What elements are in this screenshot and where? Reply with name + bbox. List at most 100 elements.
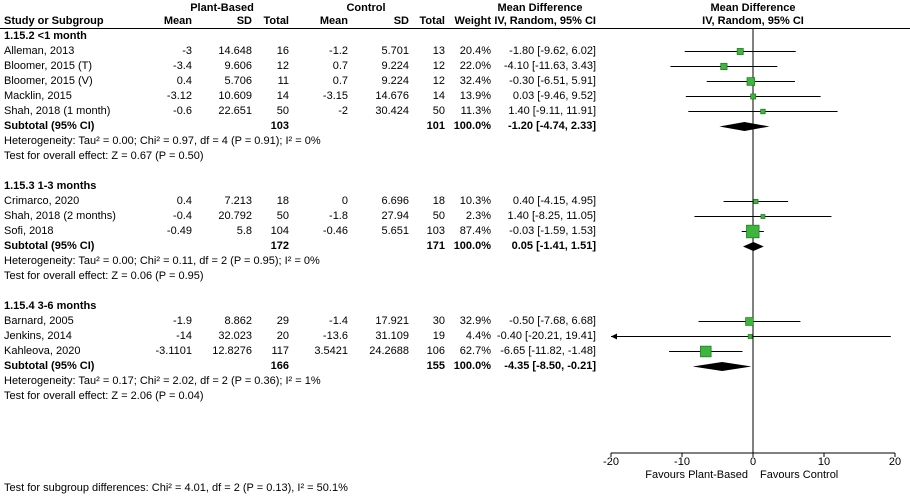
column-header-total-control: Total (419, 15, 445, 27)
study-ci-text: -6.65 [-11.82, -1.48] (500, 345, 596, 357)
subtotal-plantbased-total: 103 (270, 120, 289, 132)
heterogeneity-note: Heterogeneity: Tau² = 0.00; Chi² = 0.11,… (4, 255, 320, 267)
column-header-sd-plantbased: SD (236, 15, 252, 27)
subtotal-plantbased-total: 166 (270, 360, 289, 372)
study-ci-text: -0.30 [-6.51, 5.91] (509, 75, 596, 87)
table-row: Heterogeneity: Tau² = 0.17; Chi² = 2.02,… (0, 374, 910, 389)
subtotal-weight: 100.0% (453, 240, 491, 252)
study-weight: 22.0% (459, 60, 491, 72)
table-row: Bloomer, 2015 (T) -3.4 9.606 12 0.7 9.224 12 22… (0, 59, 910, 74)
overall-effect-note: Test for overall effect: Z = 0.06 (P = 0… (4, 270, 204, 282)
study-ci-text: -0.03 [-1.59, 1.53] (509, 225, 596, 237)
plantbased-mean: -0.4 (173, 210, 192, 222)
plantbased-sd: 12.8276 (212, 345, 252, 357)
axis-tick-label: -20 (603, 456, 619, 468)
study-weight: 32.9% (459, 315, 491, 327)
study-name: Shah, 2018 (2 months) (4, 210, 116, 222)
control-mean: -1.8 (329, 210, 348, 222)
table-row: Subtotal (95% CI) 103 101 100.0% -1.20 [-4.7… (0, 119, 910, 134)
study-weight: 62.7% (459, 345, 491, 357)
control-sd: 14.676 (375, 90, 409, 102)
axis-tick-label: 20 (888, 456, 902, 468)
plantbased-mean: 0.4 (176, 195, 192, 207)
study-weight: 13.9% (459, 90, 491, 102)
control-sd: 5.701 (381, 45, 409, 57)
control-sd: 9.224 (381, 75, 409, 87)
plantbased-total: 16 (276, 45, 289, 57)
table-row: Crimarco, 2020 0.4 7.213 18 0 6.696 18 10.3% 0.4… (0, 194, 910, 209)
heterogeneity-note: Heterogeneity: Tau² = 0.17; Chi² = 2.02,… (4, 375, 321, 387)
favours-right-label: Favours Control (760, 469, 839, 481)
control-total: 12 (432, 60, 445, 72)
table-row: Test for overall effect: Z = 0.06 (P = 0… (0, 269, 910, 284)
plantbased-total: 18 (276, 195, 289, 207)
table-row: Test for overall effect: Z = 2.06 (P = 0… (0, 389, 910, 404)
axis-tick-label: 0 (749, 456, 757, 468)
study-weight: 11.3% (460, 105, 491, 117)
column-header-weight: Weight (454, 15, 491, 27)
control-mean: -1.2 (329, 45, 348, 57)
study-name: Macklin, 2015 (4, 90, 72, 102)
control-mean: 0 (341, 195, 348, 207)
table-row (0, 284, 910, 299)
control-sd: 9.224 (381, 60, 409, 72)
plantbased-sd: 32.023 (218, 330, 252, 342)
table-row: Sofi, 2018 -0.49 5.8 104 -0.46 5.651 103 87.4% -… (0, 224, 910, 239)
plantbased-sd: 9.606 (224, 60, 252, 72)
effect-column-title: Mean Difference (497, 2, 583, 14)
plantbased-total: 11 (277, 75, 289, 87)
subtotal-label: Subtotal (95% CI) (4, 360, 95, 372)
subgroup-title: 1.15.3 1-3 months (4, 180, 97, 192)
control-total: 50 (432, 210, 445, 222)
table-row: Subtotal (95% CI) 172 171 100.0% 0.05 [-1.41… (0, 239, 910, 254)
control-mean: -1.4 (329, 315, 348, 327)
favours-left-label: Favours Plant-Based (645, 469, 748, 481)
plantbased-mean: -3.1101 (155, 345, 193, 357)
plantbased-sd: 5.8 (236, 225, 252, 237)
control-total: 50 (432, 105, 445, 117)
control-total: 14 (432, 90, 445, 102)
subgroup-title: 1.15.2 <1 month (4, 30, 87, 42)
study-ci-text: -4.10 [-11.63, 3.43] (503, 60, 596, 72)
column-header-sd-control: SD (393, 15, 409, 27)
plantbased-sd: 20.792 (218, 210, 252, 222)
control-sd: 31.109 (375, 330, 409, 342)
table-row: Jenkins, 2014 -14 32.023 20 -13.6 31.109 19 4.4… (0, 329, 910, 344)
plantbased-sd: 14.648 (218, 45, 252, 57)
plantbased-mean: -14 (176, 330, 192, 342)
study-name: Barnard, 2005 (4, 315, 74, 327)
table-row: Heterogeneity: Tau² = 0.00; Chi² = 0.97,… (0, 134, 910, 149)
study-ci-text: -0.50 [-7.68, 6.68] (509, 315, 596, 327)
plantbased-total: 117 (271, 345, 289, 357)
header-divider (0, 28, 910, 29)
control-mean: -2 (338, 105, 348, 117)
control-total: 18 (432, 195, 445, 207)
study-name: Bloomer, 2015 (V) (4, 75, 93, 87)
plantbased-sd: 8.862 (224, 315, 252, 327)
table-row: Subtotal (95% CI) 166 155 100.0% -4.35 [-8.5… (0, 359, 910, 374)
control-total: 12 (432, 75, 445, 87)
plantbased-mean: -0.6 (173, 105, 192, 117)
study-ci-text: 0.40 [-4.15, 4.95] (512, 195, 596, 207)
subtotal-label: Subtotal (95% CI) (4, 240, 95, 252)
column-header-study: Study or Subgroup (4, 15, 104, 27)
control-mean: 3.5421 (314, 345, 348, 357)
study-ci-text: 1.40 [-9.11, 11.91] (508, 105, 596, 117)
control-total: 13 (432, 45, 445, 57)
table-row: Shah, 2018 (1 month) -0.6 22.651 50 -2 30.424… (0, 104, 910, 119)
plantbased-mean: -3.4 (173, 60, 192, 72)
column-header-plot-ci: IV, Random, 95% CI (702, 15, 804, 27)
plantbased-total: 20 (276, 330, 289, 342)
plantbased-mean: -3.12 (166, 90, 192, 102)
control-sd: 24.2688 (369, 345, 409, 357)
study-name: Kahleova, 2020 (4, 345, 81, 357)
plantbased-total: 104 (270, 225, 289, 237)
control-total: 19 (432, 330, 445, 342)
column-header-mean-plantbased: Mean (163, 15, 192, 27)
subgroup-difference-note: Test for subgroup differences: Chi² = 4.… (4, 482, 348, 494)
control-total: 30 (432, 315, 445, 327)
study-ci-text: -1.80 [-9.62, 6.02] (509, 45, 596, 57)
subtotal-weight: 100.0% (453, 120, 491, 132)
study-name: Sofi, 2018 (4, 225, 54, 237)
